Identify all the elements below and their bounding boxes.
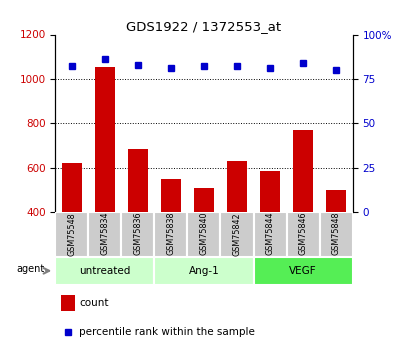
Text: count: count [79, 298, 108, 308]
Bar [319, 212, 352, 257]
Text: GSM75842: GSM75842 [232, 212, 241, 256]
Bar [253, 212, 286, 257]
Bar [161, 179, 180, 212]
Bar [187, 212, 220, 257]
Bar [220, 212, 253, 257]
Text: GSM75840: GSM75840 [199, 212, 208, 255]
Text: GSM75836: GSM75836 [133, 212, 142, 255]
Bar [55, 212, 88, 257]
Text: GSM75844: GSM75844 [265, 212, 274, 255]
Bar [154, 257, 253, 285]
Text: VEGF: VEGF [288, 266, 316, 276]
Bar [227, 161, 246, 212]
Bar [253, 257, 352, 285]
Bar [259, 171, 279, 212]
Text: percentile rank within the sample: percentile rank within the sample [79, 327, 254, 337]
Text: GSM75834: GSM75834 [100, 212, 109, 255]
Bar [55, 257, 154, 285]
Bar [286, 212, 319, 257]
Bar [62, 163, 81, 212]
Bar [154, 212, 187, 257]
Bar [88, 212, 121, 257]
Bar [326, 190, 345, 212]
Text: untreated: untreated [79, 266, 130, 276]
Bar [128, 149, 148, 212]
Bar [95, 67, 115, 212]
Text: agent: agent [16, 265, 45, 274]
Text: GSM75548: GSM75548 [67, 212, 76, 256]
Bar [61, 295, 74, 311]
Text: GSM75838: GSM75838 [166, 212, 175, 255]
Text: GSM75848: GSM75848 [331, 212, 340, 255]
Text: GSM75846: GSM75846 [298, 212, 307, 255]
Title: GDS1922 / 1372553_at: GDS1922 / 1372553_at [126, 20, 281, 33]
Bar [121, 212, 154, 257]
Bar [292, 130, 312, 212]
Bar [193, 188, 213, 212]
Text: Ang-1: Ang-1 [188, 266, 219, 276]
